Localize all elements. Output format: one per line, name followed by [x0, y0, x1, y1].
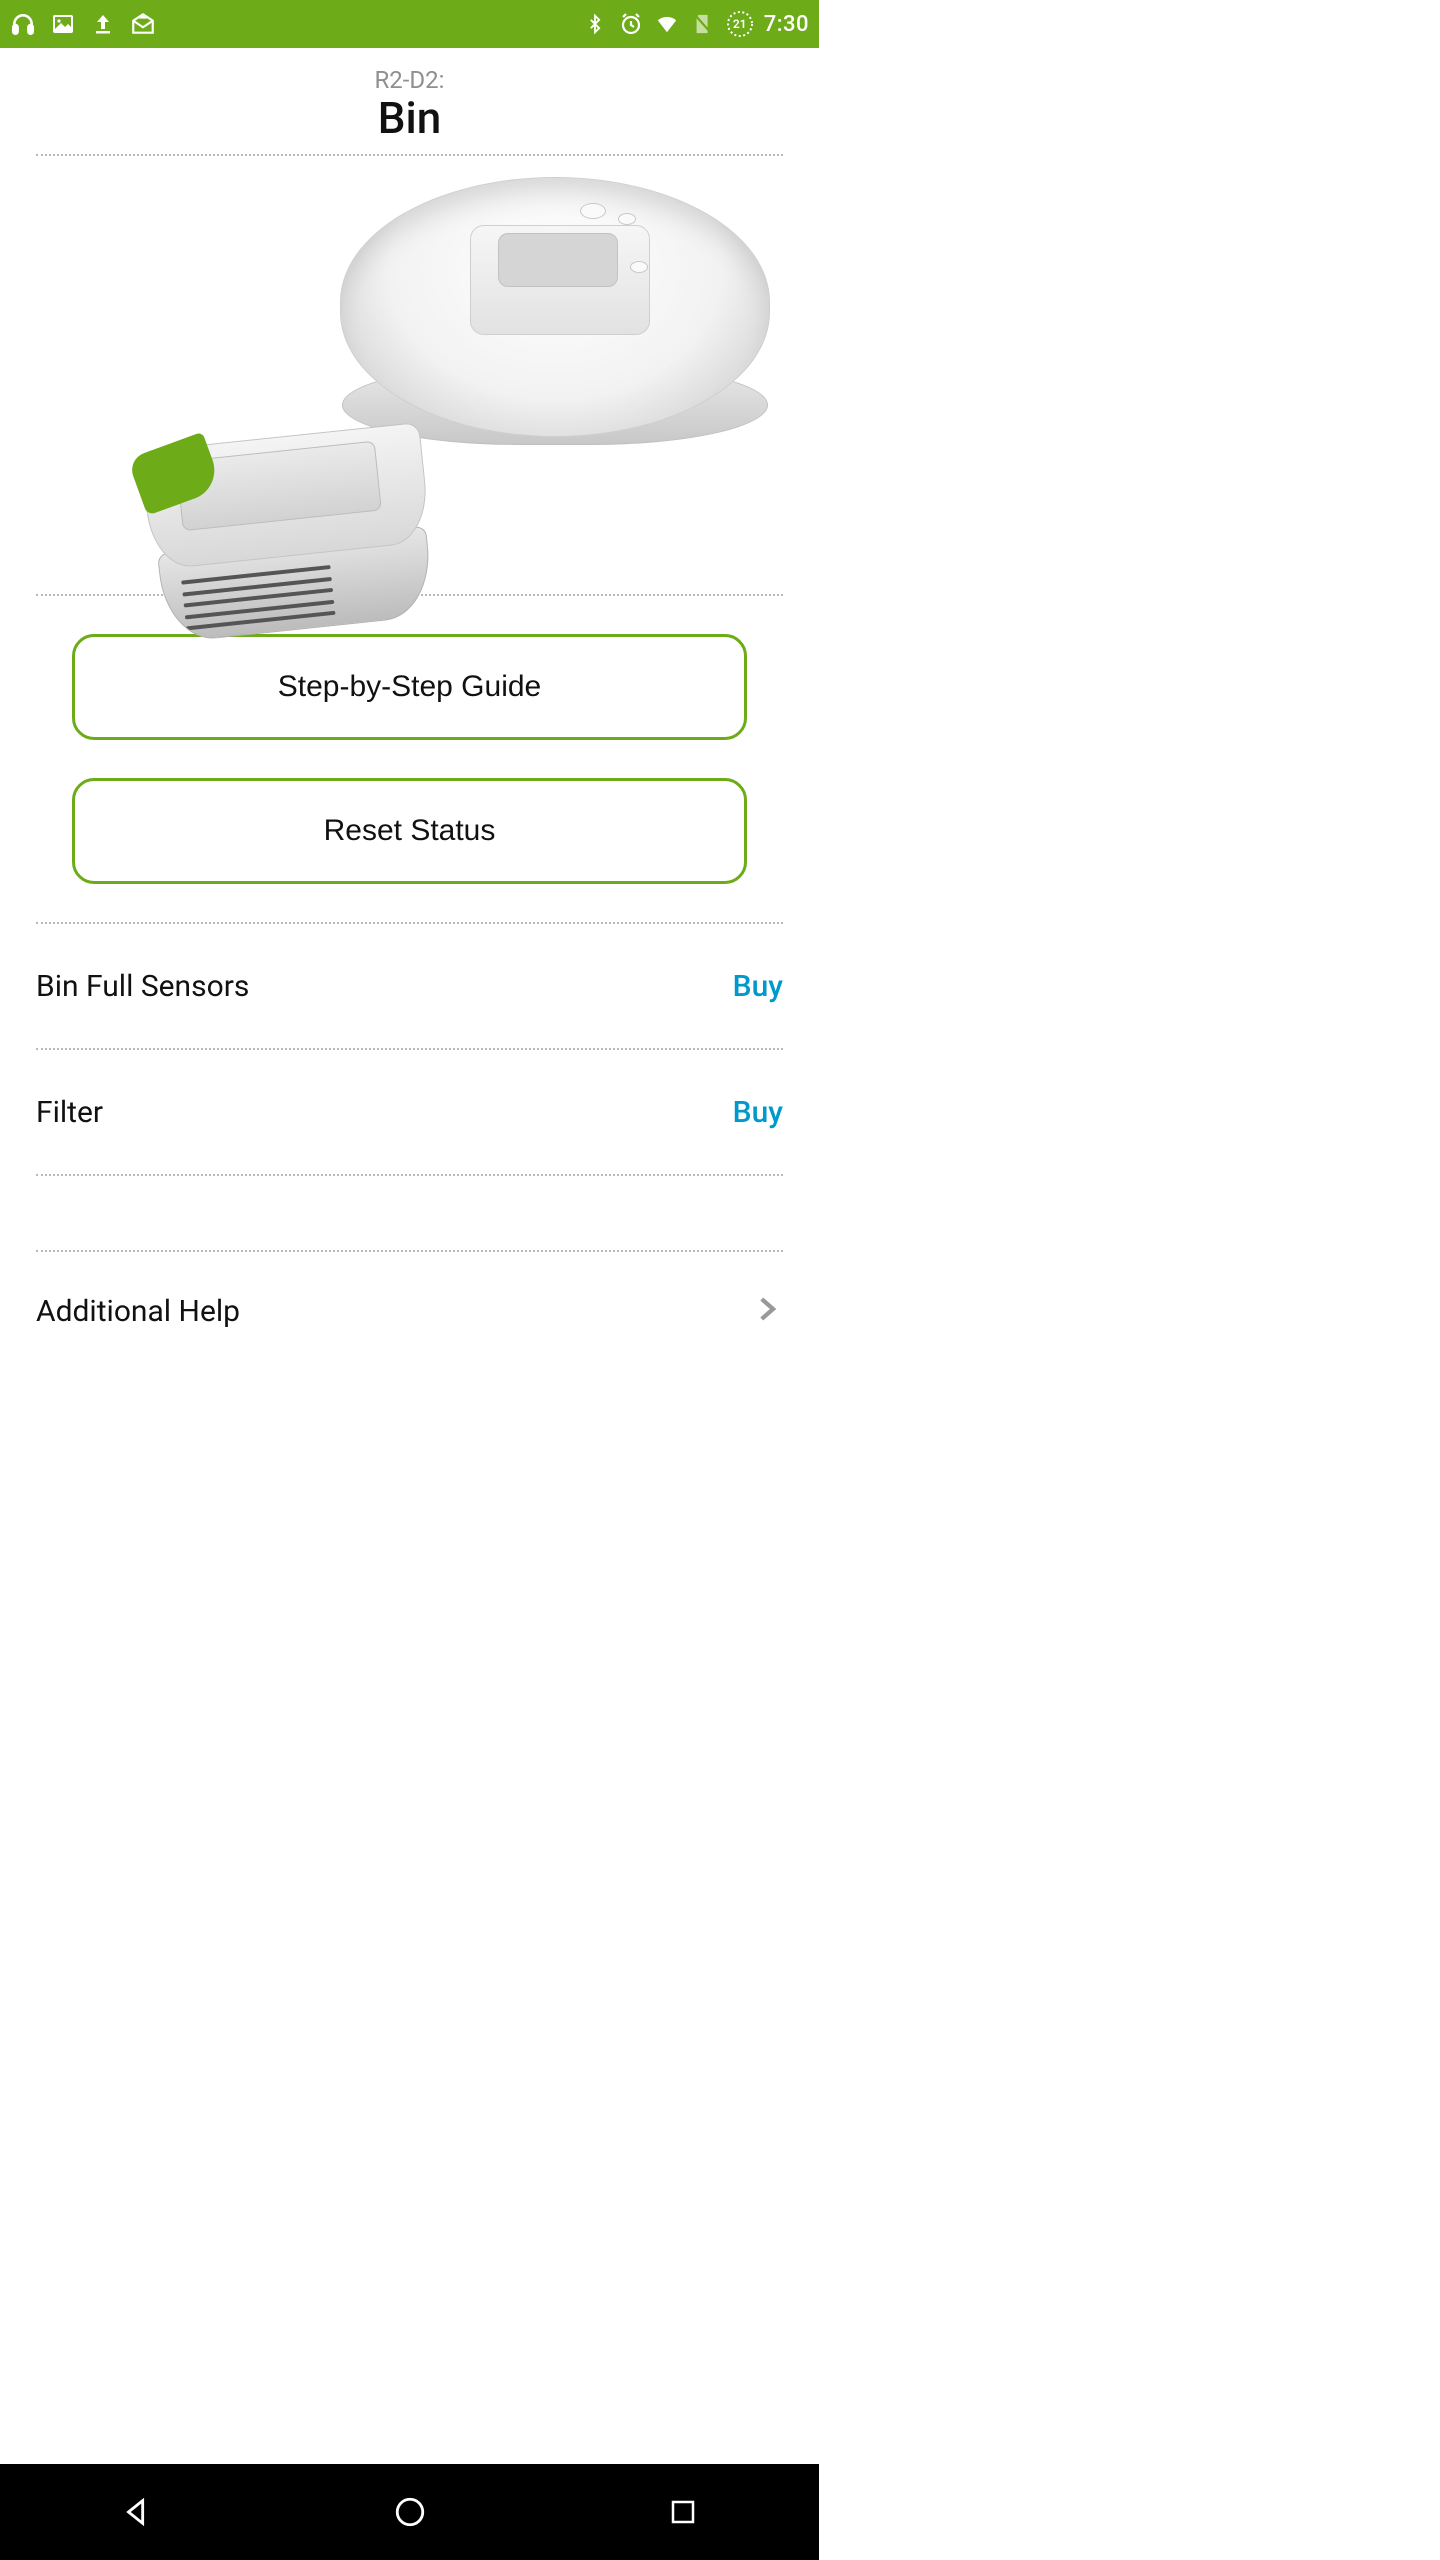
part-label: Bin Full Sensors [36, 969, 249, 1004]
status-bar: 21 7:30 [0, 0, 819, 48]
wifi-icon [654, 11, 680, 37]
robot-handle-recess [498, 233, 618, 287]
chevron-right-icon [749, 1292, 783, 1330]
battery-badge-value: 21 [726, 10, 754, 38]
guide-button[interactable]: Step-by-Step Guide [72, 634, 747, 740]
buy-link[interactable]: Buy [733, 969, 783, 1004]
bin-illustration [140, 420, 459, 650]
home-button[interactable] [350, 2482, 470, 2542]
reset-status-button[interactable]: Reset Status [72, 778, 747, 884]
upload-icon [90, 11, 116, 37]
buy-link[interactable]: Buy [733, 1095, 783, 1130]
mail-open-icon [130, 11, 156, 37]
help-label: Additional Help [36, 1294, 240, 1329]
page-header: R2-D2: Bin [36, 48, 783, 156]
status-time: 7:30 [764, 12, 809, 37]
back-button[interactable] [77, 2482, 197, 2542]
robot-button [630, 261, 648, 273]
product-illustration [36, 156, 783, 596]
header-title: Bin [36, 92, 783, 144]
header-subtitle: R2-D2: [36, 66, 783, 94]
robot-button [618, 213, 636, 225]
bluetooth-icon [582, 11, 608, 37]
part-row-bin-full-sensors[interactable]: Bin Full Sensors Buy [36, 924, 783, 1050]
robot-button [580, 203, 606, 219]
action-buttons: Step-by-Step Guide Reset Status [36, 596, 783, 924]
part-row-filter[interactable]: Filter Buy [36, 1050, 783, 1176]
content-area: R2-D2: Bin Step-by-Step G [0, 48, 819, 1370]
status-left-icons [10, 11, 156, 37]
image-icon [50, 11, 76, 37]
battery-badge-icon: 21 [726, 10, 754, 38]
android-nav-bar [0, 2464, 819, 2560]
headphones-icon [10, 11, 36, 37]
part-label: Filter [36, 1095, 103, 1130]
alarm-icon [618, 11, 644, 37]
sim-off-icon [690, 11, 716, 37]
section-gap [36, 1176, 783, 1252]
recents-button[interactable] [623, 2482, 743, 2542]
status-right-icons: 21 7:30 [582, 10, 809, 38]
additional-help-row[interactable]: Additional Help [36, 1252, 783, 1370]
